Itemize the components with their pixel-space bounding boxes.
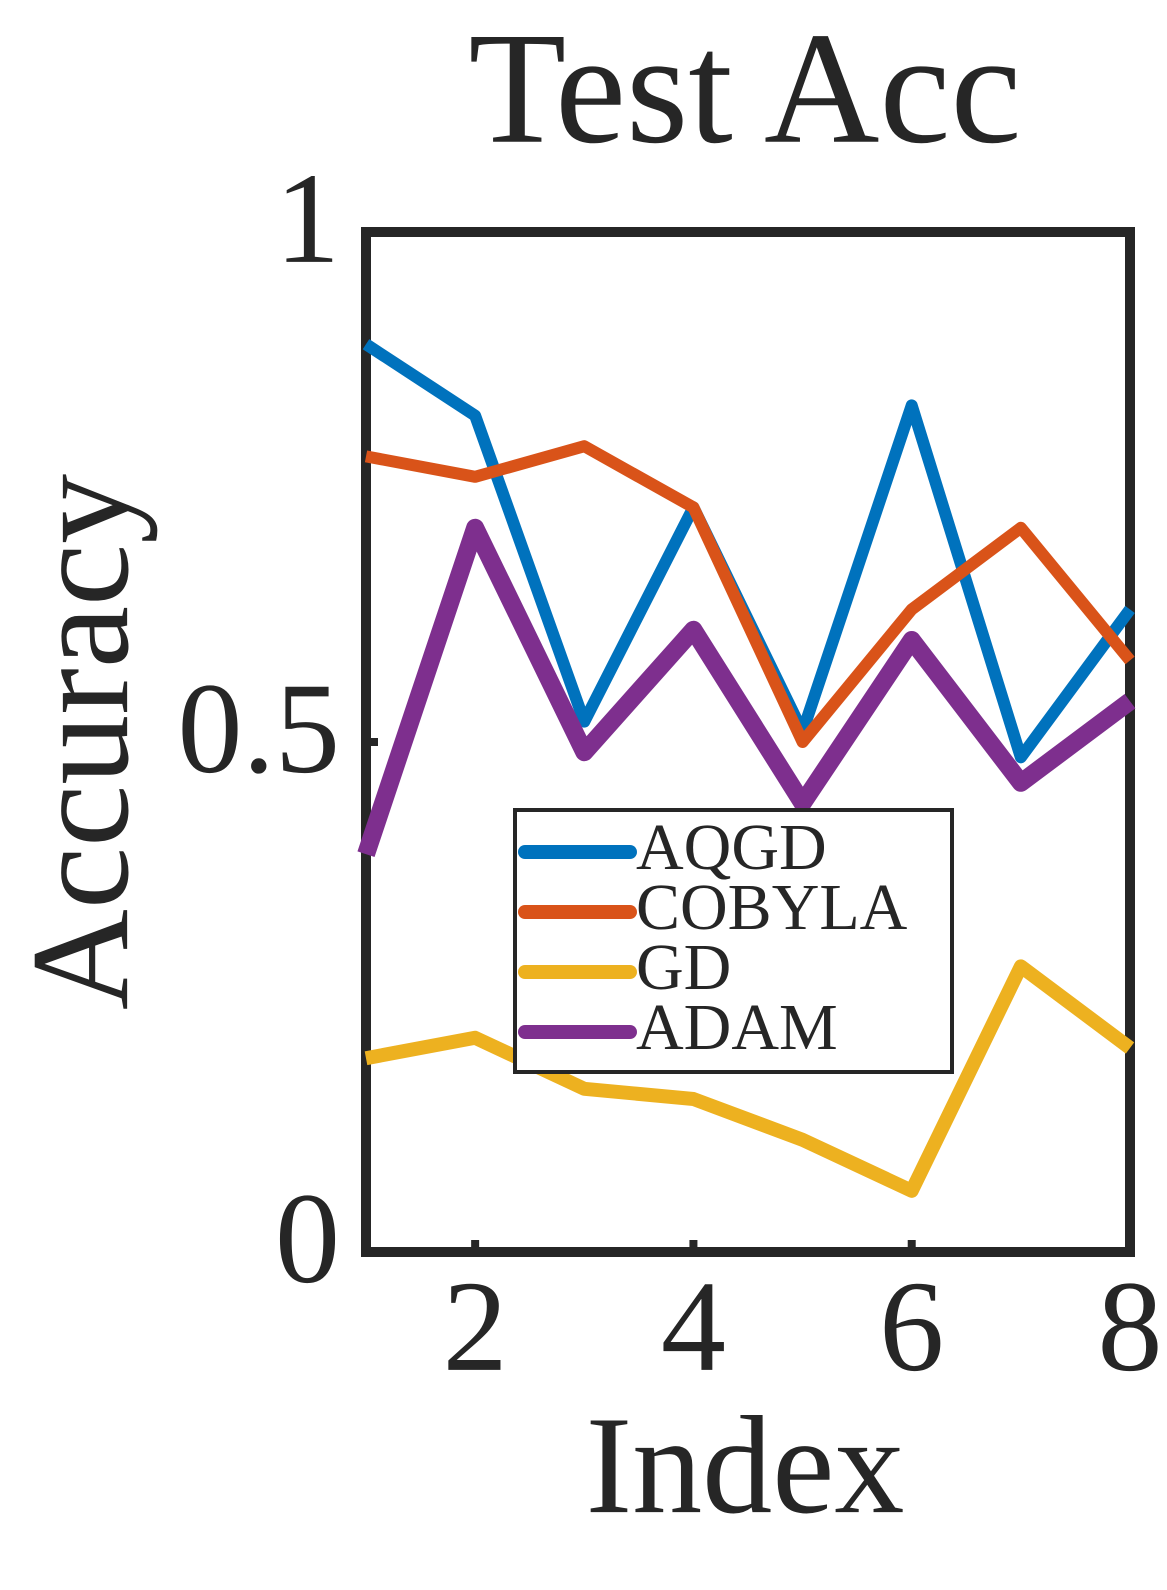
x-axis-label: Index <box>586 1388 905 1543</box>
y-tick-label: 0.5 <box>178 657 341 801</box>
legend-label: ADAM <box>636 991 838 1064</box>
chart-title: Test Acc <box>468 0 1021 177</box>
legend-label: GD <box>636 931 731 1004</box>
y-tick-label: 1 <box>275 147 340 291</box>
y-tick-label: 0 <box>275 1167 340 1311</box>
x-tick-label: 6 <box>879 1255 944 1399</box>
legend-label: AQGD <box>636 811 827 884</box>
x-tick-label: 2 <box>443 1255 508 1399</box>
y-axis-label: Accuracy <box>3 474 158 1010</box>
series-line <box>364 959 1135 1198</box>
x-tick-label: 4 <box>661 1255 726 1399</box>
x-tick-label: 8 <box>1098 1255 1163 1399</box>
series-line <box>357 518 1136 858</box>
series-line <box>364 440 1135 748</box>
legend-label: COBYLA <box>636 871 908 944</box>
